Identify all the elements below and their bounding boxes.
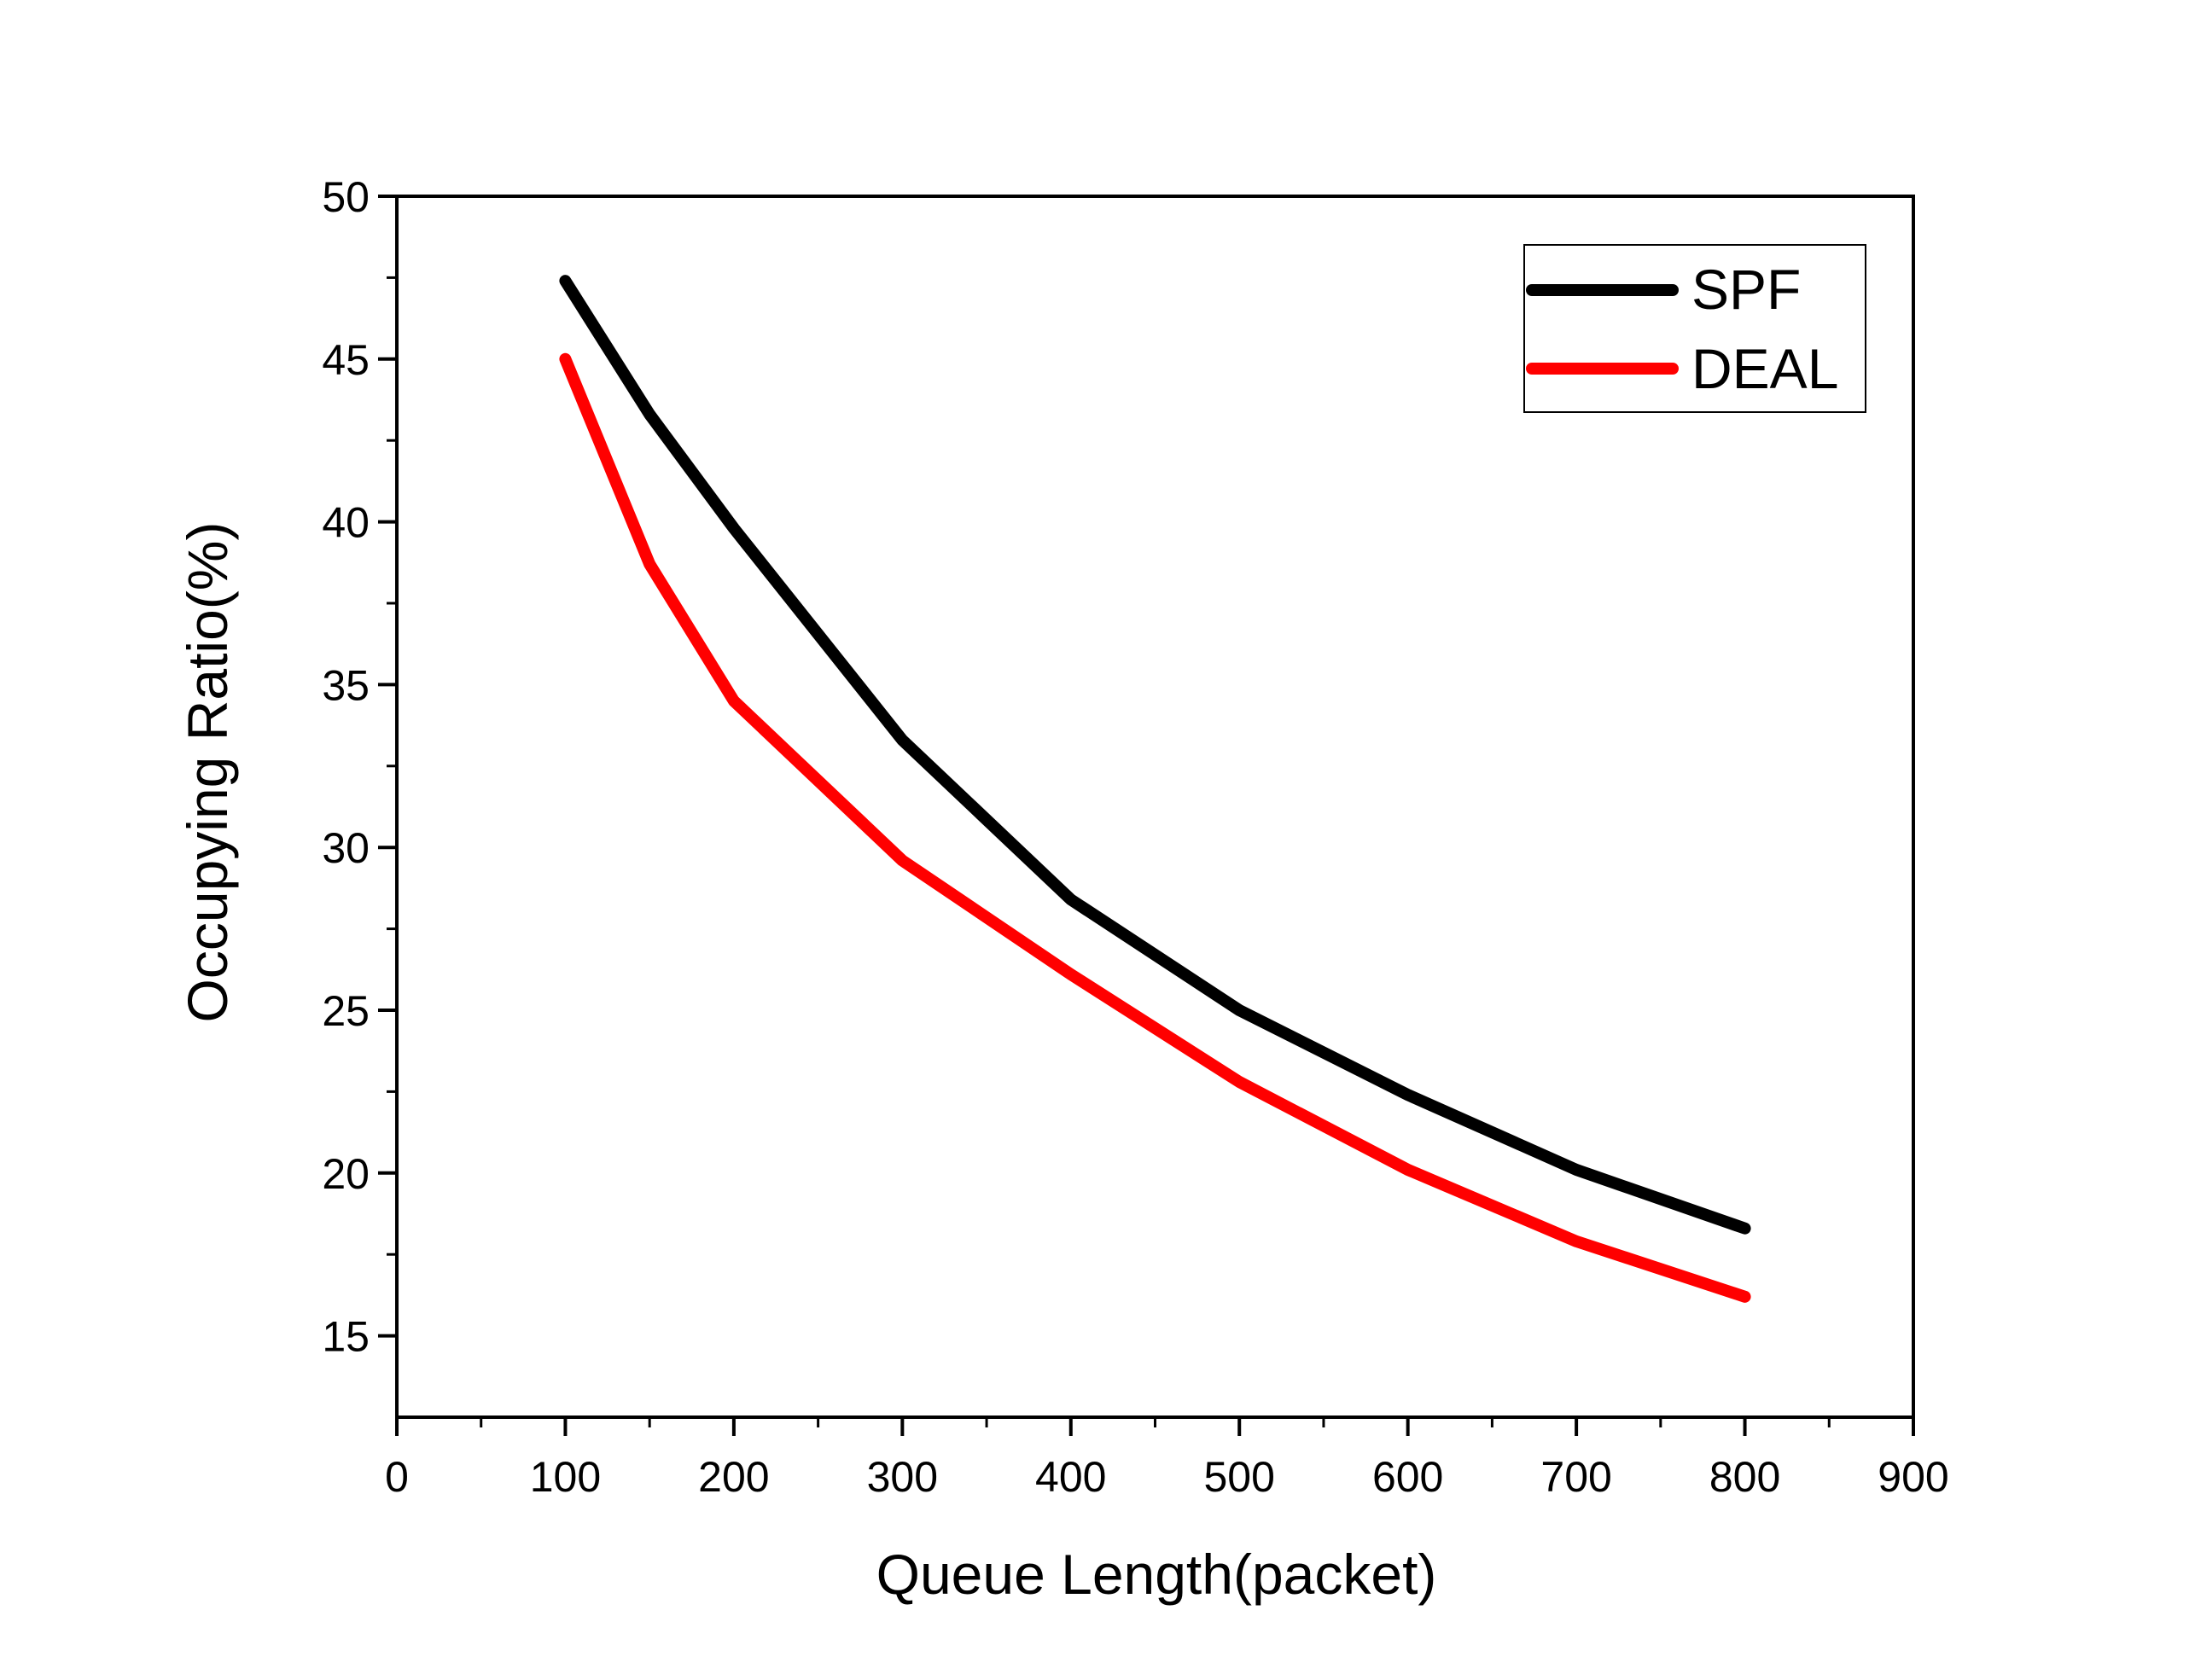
y-tick-label: 20 (322, 1150, 370, 1198)
x-tick-label: 900 (1878, 1453, 1948, 1501)
legend-label-spf: SPF (1691, 258, 1801, 321)
x-tick-label: 100 (530, 1453, 601, 1501)
x-axis-label: Queue Length(packet) (876, 1543, 1437, 1606)
legend: SPF DEAL (1523, 244, 1866, 413)
y-axis-label: Occupying Ratio(%) (176, 522, 239, 1023)
y-tick-label: 30 (322, 824, 370, 872)
x-tick-label: 200 (698, 1453, 769, 1501)
x-tick-label: 400 (1035, 1453, 1106, 1501)
y-tick-label: 40 (322, 499, 370, 547)
y-tick-label: 15 (322, 1313, 370, 1361)
x-tick-label: 500 (1204, 1453, 1275, 1501)
x-tick-label: 300 (867, 1453, 938, 1501)
ticks-layer: 0 100 200 300 400 500 600 700 800 900 15 20 25 30 35 40… (322, 173, 1948, 1501)
y-tick-label: 35 (322, 661, 370, 709)
x-tick-label: 600 (1372, 1453, 1443, 1501)
series-line-deal (559, 352, 1751, 1303)
legend-box (1523, 244, 1866, 413)
series-line-spf (559, 275, 1751, 1235)
x-tick-label: 700 (1540, 1453, 1611, 1501)
series-layer (559, 275, 1751, 1303)
x-tick-label: 0 (385, 1453, 409, 1501)
y-tick-label: 50 (322, 173, 370, 221)
y-tick-label: 25 (322, 987, 370, 1035)
y-tick-label: 45 (322, 336, 370, 384)
plot-frame (395, 195, 1915, 1419)
legend-label-deal: DEAL (1691, 337, 1838, 400)
x-tick-label: 800 (1709, 1453, 1780, 1501)
